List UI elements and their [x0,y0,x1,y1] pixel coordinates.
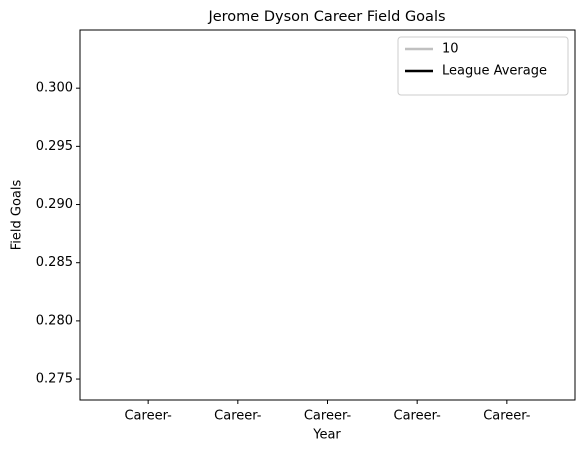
legend-box [397,36,569,96]
y-tick-label: 0.290 [36,197,73,212]
y-tick-label: 0.280 [36,313,73,328]
x-tick-label: Career- [124,409,172,424]
x-tick-label: Career- [483,409,531,424]
y-tick-label: 0.285 [36,255,73,270]
legend-label: League Average [442,64,547,79]
x-axis-label: Year [312,428,341,443]
legend-label: 10 [442,42,459,57]
x-tick-label: Career- [304,409,352,424]
y-tick-label: 0.275 [36,372,73,387]
chart-title: Jerome Dyson Career Field Goals [207,9,445,25]
y-tick-label: 0.300 [36,81,73,96]
x-tick-label: Career- [394,409,442,424]
y-tick-label: 0.295 [36,139,73,154]
x-tick-label: Career- [214,409,262,424]
y-axis-label: Field Goals [10,180,25,251]
